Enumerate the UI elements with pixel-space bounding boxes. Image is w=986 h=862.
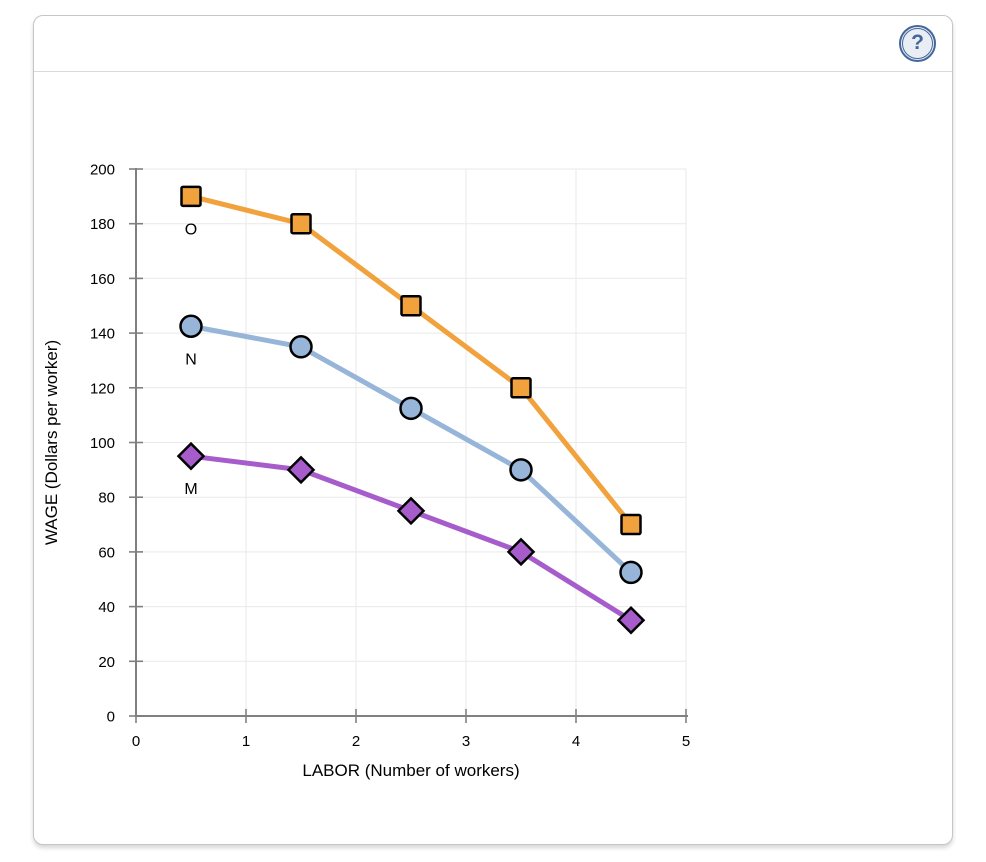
help-button[interactable]: ? — [899, 25, 936, 62]
card-body — [34, 72, 952, 844]
question-mark-icon: ? — [911, 31, 924, 54]
card-header: ? — [34, 16, 952, 72]
question-card: ? — [33, 15, 953, 845]
